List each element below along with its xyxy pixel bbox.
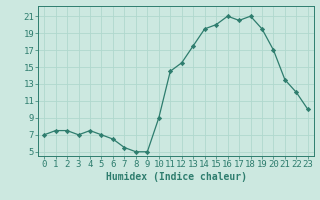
X-axis label: Humidex (Indice chaleur): Humidex (Indice chaleur) [106, 172, 246, 182]
